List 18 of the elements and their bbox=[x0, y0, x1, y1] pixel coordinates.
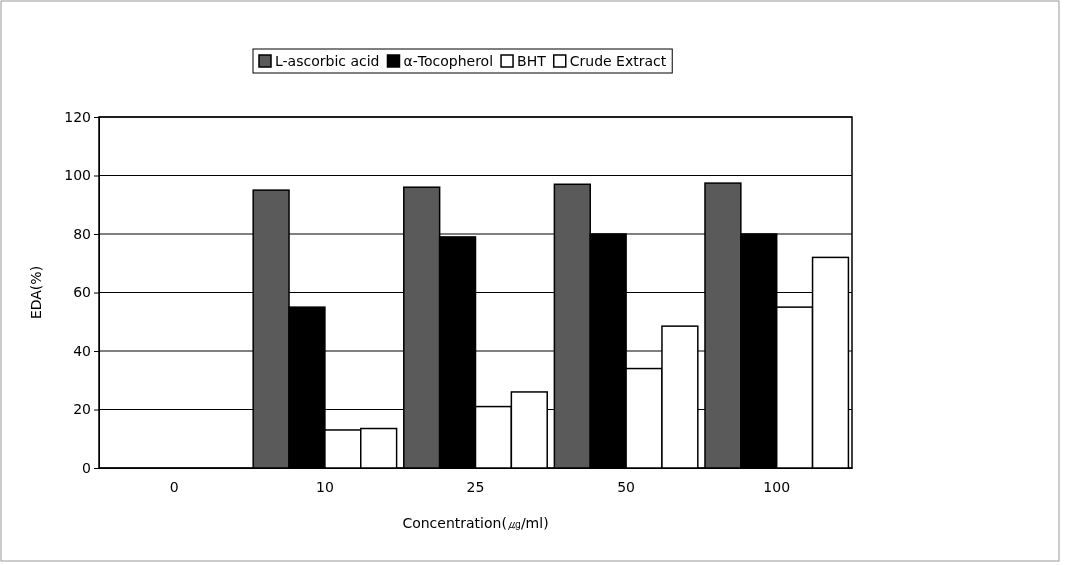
y-tick-label: 120 bbox=[64, 108, 91, 125]
y-tick-label: 100 bbox=[64, 167, 91, 184]
x-tick-label: 10 bbox=[315, 478, 334, 495]
legend-label: BHT bbox=[517, 53, 547, 69]
y-tick-label: 0 bbox=[82, 459, 91, 476]
legend-label: α-Tocopherol bbox=[403, 53, 494, 69]
y-tick-label: 60 bbox=[73, 284, 91, 301]
x-tick-label: 50 bbox=[617, 478, 636, 495]
x-tick-label: 25 bbox=[466, 478, 485, 495]
y-tick-label: 80 bbox=[73, 225, 91, 242]
x-tick-label: 0 bbox=[169, 478, 179, 495]
legend-label: Crude Extract bbox=[569, 53, 667, 69]
y-tick-label: 40 bbox=[73, 342, 91, 359]
legend-label: L-ascorbic acid bbox=[275, 53, 380, 69]
x-tick-label: 100 bbox=[763, 478, 791, 495]
y-axis-title: EDA(%) bbox=[28, 265, 44, 320]
y-tick-label: 20 bbox=[73, 401, 91, 418]
x-axis-title: Concentration(㎍/ml) bbox=[402, 515, 549, 531]
